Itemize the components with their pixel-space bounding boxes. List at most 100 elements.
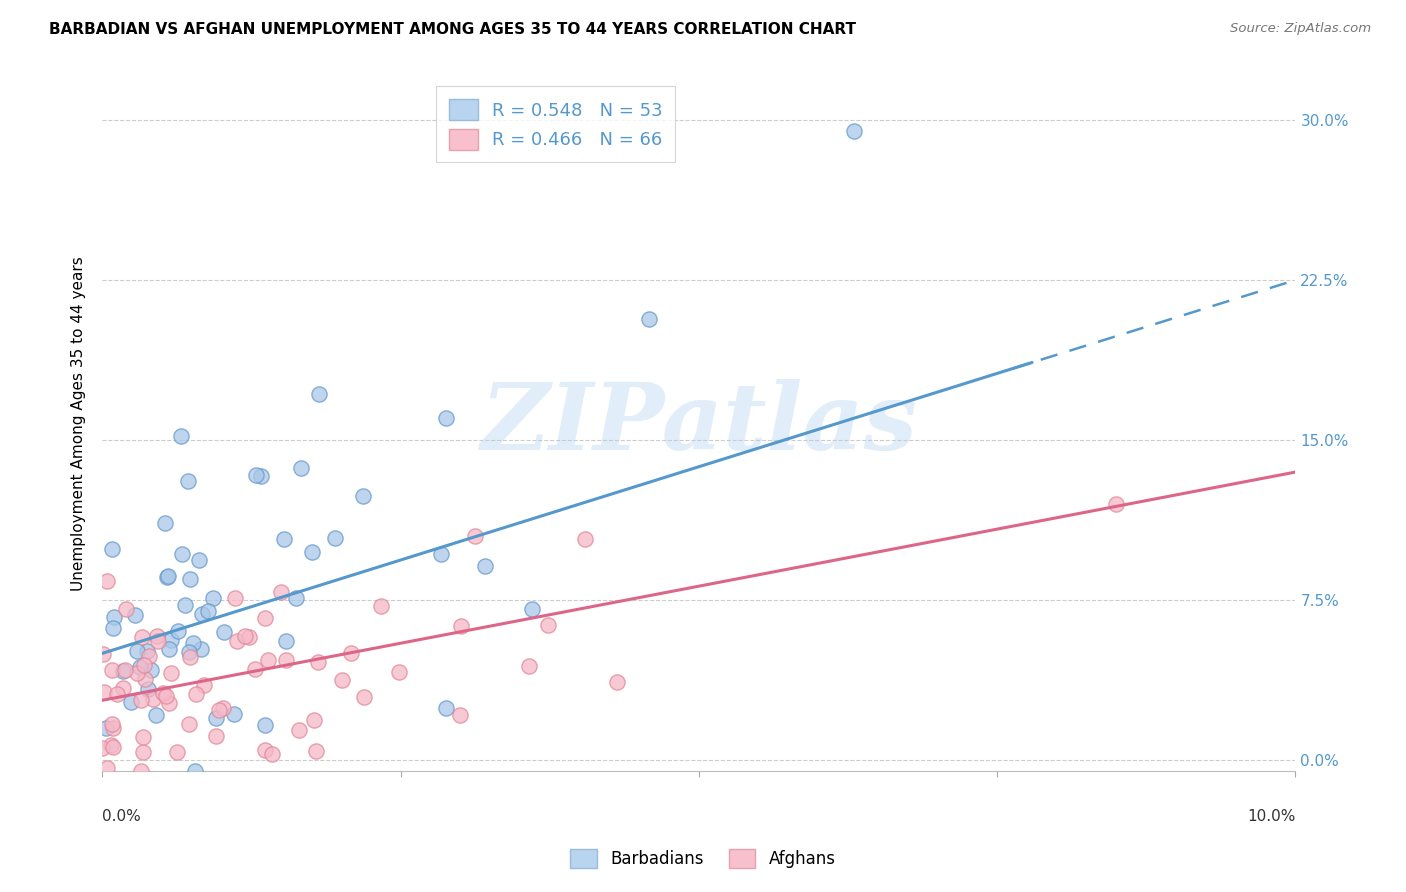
- Point: [517, 658, 540, 673]
- Point: [254, 743, 277, 757]
- Legend: Barbadians, Afghans: Barbadians, Afghans: [564, 842, 842, 875]
- Point: [245, 467, 267, 482]
- Point: [353, 690, 375, 704]
- Point: [449, 707, 471, 722]
- Point: [249, 468, 271, 483]
- Text: Source: ZipAtlas.com: Source: ZipAtlas.com: [1230, 22, 1371, 36]
- Point: [520, 601, 543, 615]
- Point: [301, 545, 323, 559]
- Point: [167, 624, 190, 638]
- Point: [114, 663, 136, 677]
- Point: [225, 634, 247, 648]
- Point: [1105, 497, 1128, 511]
- Point: [181, 636, 204, 650]
- Point: [103, 721, 125, 735]
- Point: [132, 745, 155, 759]
- Point: [96, 761, 118, 775]
- Point: [574, 532, 596, 546]
- Point: [139, 663, 162, 677]
- Point: [464, 529, 486, 543]
- Point: [434, 701, 457, 715]
- Point: [132, 657, 155, 672]
- Point: [93, 647, 115, 661]
- Point: [142, 692, 165, 706]
- Point: [224, 591, 246, 605]
- Point: [131, 731, 153, 745]
- Text: BARBADIAN VS AFGHAN UNEMPLOYMENT AMONG AGES 35 TO 44 YEARS CORRELATION CHART: BARBADIAN VS AFGHAN UNEMPLOYMENT AMONG A…: [49, 22, 856, 37]
- Point: [124, 607, 146, 622]
- Point: [129, 693, 152, 707]
- Point: [155, 690, 177, 704]
- Point: [257, 653, 280, 667]
- Point: [136, 643, 159, 657]
- Point: [190, 641, 212, 656]
- Text: 0.0%: 0.0%: [103, 809, 141, 824]
- Point: [208, 703, 231, 717]
- Text: ZIPatlas: ZIPatlas: [481, 379, 917, 469]
- Point: [179, 649, 201, 664]
- Point: [276, 633, 298, 648]
- Point: [274, 653, 297, 667]
- Point: [187, 553, 209, 567]
- Point: [128, 660, 150, 674]
- Point: [262, 747, 284, 761]
- Point: [205, 711, 228, 725]
- Point: [305, 744, 328, 758]
- Point: [430, 547, 453, 561]
- Point: [120, 695, 142, 709]
- Point: [287, 723, 309, 737]
- Point: [145, 708, 167, 723]
- Point: [127, 666, 149, 681]
- Point: [157, 696, 180, 710]
- Point: [273, 532, 295, 546]
- Point: [134, 672, 156, 686]
- Point: [157, 642, 180, 657]
- Point: [197, 604, 219, 618]
- Point: [179, 572, 201, 586]
- Point: [96, 574, 118, 588]
- Point: [146, 629, 169, 643]
- Point: [157, 568, 180, 582]
- Point: [91, 740, 114, 755]
- Point: [152, 686, 174, 700]
- Point: [173, 598, 195, 612]
- Point: [284, 591, 307, 605]
- Point: [308, 386, 330, 401]
- Point: [212, 625, 235, 640]
- Point: [450, 619, 472, 633]
- Point: [160, 632, 183, 647]
- Point: [270, 585, 292, 599]
- Point: [153, 516, 176, 531]
- Point: [159, 665, 181, 680]
- Point: [340, 646, 363, 660]
- Point: [138, 649, 160, 664]
- Point: [254, 611, 277, 625]
- Point: [93, 685, 115, 699]
- Point: [170, 547, 193, 561]
- Point: [177, 645, 200, 659]
- Point: [290, 461, 312, 475]
- Point: [105, 687, 128, 701]
- Point: [222, 707, 245, 722]
- Point: [184, 764, 207, 778]
- Y-axis label: Unemployment Among Ages 35 to 44 years: Unemployment Among Ages 35 to 44 years: [72, 257, 86, 591]
- Point: [101, 739, 124, 754]
- Point: [325, 531, 347, 545]
- Point: [211, 701, 233, 715]
- Point: [170, 429, 193, 443]
- Point: [114, 602, 136, 616]
- Point: [101, 716, 124, 731]
- Point: [205, 729, 228, 743]
- Point: [131, 631, 153, 645]
- Point: [474, 559, 496, 574]
- Point: [103, 610, 125, 624]
- Point: [112, 681, 135, 695]
- Point: [388, 665, 411, 680]
- Point: [129, 764, 152, 778]
- Point: [191, 607, 214, 621]
- Point: [537, 617, 560, 632]
- Point: [238, 630, 260, 644]
- Text: 10.0%: 10.0%: [1247, 809, 1295, 824]
- Point: [245, 661, 267, 675]
- Point: [177, 716, 200, 731]
